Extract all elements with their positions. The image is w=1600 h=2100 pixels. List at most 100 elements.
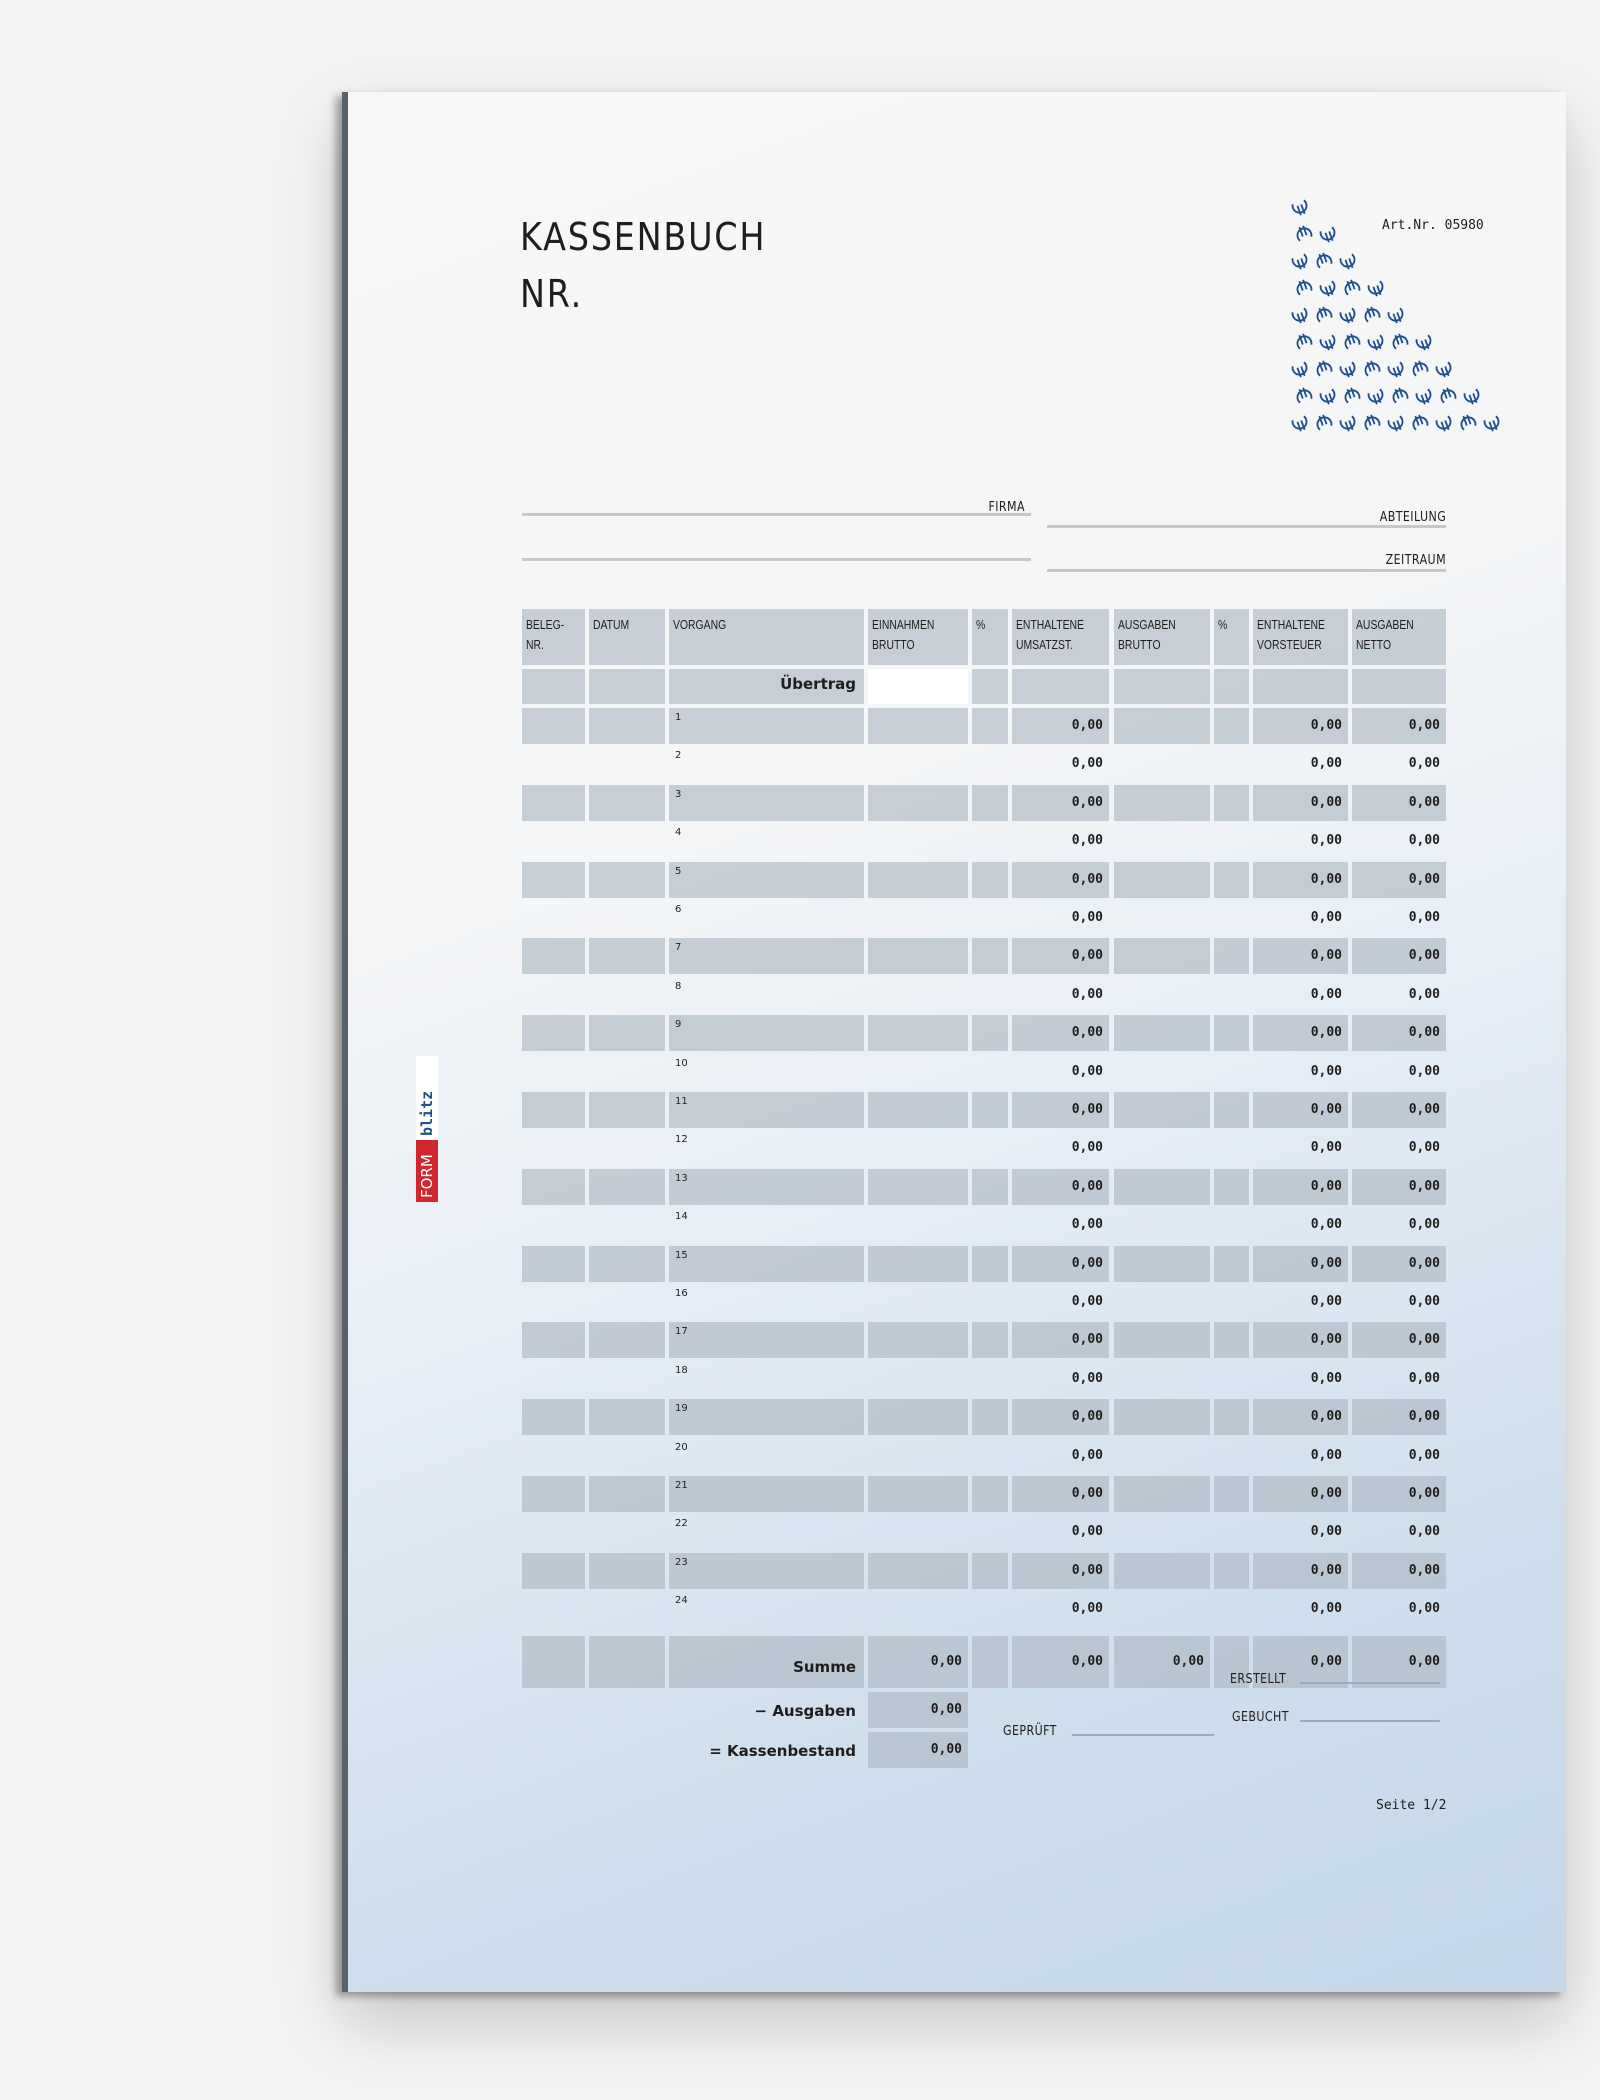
table-cell[interactable] <box>1114 784 1210 821</box>
table-cell[interactable] <box>868 823 968 859</box>
table-cell[interactable] <box>589 861 665 898</box>
table-cell[interactable] <box>972 900 1008 936</box>
table-cell[interactable] <box>972 1552 1008 1589</box>
table-cell[interactable] <box>972 1514 1008 1550</box>
table-cell[interactable] <box>868 1438 968 1474</box>
erstellt-field[interactable] <box>1300 1682 1440 1684</box>
table-cell[interactable] <box>589 1130 665 1166</box>
table-cell[interactable] <box>522 1015 585 1052</box>
table-cell[interactable] <box>589 1361 665 1397</box>
table-cell[interactable] <box>1114 1168 1210 1205</box>
table-cell[interactable] <box>1214 938 1249 975</box>
table-cell[interactable] <box>522 938 585 975</box>
table-cell[interactable] <box>1114 1207 1210 1243</box>
table-cell[interactable] <box>1114 938 1210 975</box>
table-cell[interactable] <box>972 1399 1008 1436</box>
table-cell[interactable] <box>972 1245 1008 1282</box>
table-cell[interactable] <box>868 977 968 1013</box>
table-cell[interactable] <box>1114 1361 1210 1397</box>
table-cell[interactable] <box>589 1438 665 1474</box>
table-cell[interactable] <box>1114 1399 1210 1436</box>
table-cell[interactable] <box>589 1207 665 1243</box>
uebertrag-cell[interactable] <box>1214 669 1249 704</box>
table-cell[interactable] <box>1214 1092 1249 1128</box>
table-cell[interactable] <box>589 938 665 975</box>
summe-cell[interactable] <box>589 1636 665 1688</box>
table-cell[interactable] <box>589 1015 665 1052</box>
uebertrag-cell[interactable] <box>1114 669 1210 704</box>
table-cell[interactable] <box>868 1552 968 1589</box>
summe-cell[interactable] <box>522 1636 585 1688</box>
table-cell[interactable] <box>522 1207 585 1243</box>
table-cell[interactable] <box>1214 784 1249 821</box>
table-cell[interactable] <box>868 1207 968 1243</box>
table-cell[interactable] <box>1114 1514 1210 1550</box>
table-cell[interactable] <box>972 1092 1008 1128</box>
uebertrag-cell[interactable] <box>1012 669 1109 704</box>
table-cell[interactable] <box>972 1438 1008 1474</box>
table-cell[interactable] <box>522 1514 585 1550</box>
table-cell[interactable] <box>522 823 585 859</box>
table-cell[interactable] <box>522 1092 585 1128</box>
table-cell[interactable] <box>522 900 585 936</box>
table-cell[interactable] <box>868 1245 968 1282</box>
table-cell[interactable] <box>972 823 1008 859</box>
table-cell[interactable] <box>1214 1514 1249 1550</box>
table-cell[interactable] <box>1114 1245 1210 1282</box>
table-cell[interactable] <box>1114 746 1210 782</box>
table-cell[interactable] <box>589 784 665 821</box>
table-cell[interactable] <box>972 1361 1008 1397</box>
table-cell[interactable] <box>868 861 968 898</box>
uebertrag-cell[interactable] <box>589 669 665 704</box>
table-cell[interactable] <box>589 977 665 1013</box>
table-cell[interactable] <box>522 1322 585 1359</box>
table-cell[interactable] <box>972 746 1008 782</box>
table-cell[interactable] <box>868 1054 968 1090</box>
table-cell[interactable] <box>868 1476 968 1512</box>
table-cell[interactable] <box>589 823 665 859</box>
table-cell[interactable] <box>522 784 585 821</box>
table-cell[interactable] <box>589 1284 665 1320</box>
firma-field[interactable] <box>522 513 1031 516</box>
table-cell[interactable] <box>1114 1015 1210 1052</box>
table-cell[interactable] <box>1114 1054 1210 1090</box>
table-cell[interactable] <box>522 1591 585 1627</box>
table-cell[interactable] <box>522 708 585 744</box>
table-cell[interactable] <box>1114 1322 1210 1359</box>
table-cell[interactable] <box>1214 977 1249 1013</box>
table-cell[interactable] <box>1114 708 1210 744</box>
table-cell[interactable] <box>522 1245 585 1282</box>
table-cell[interactable] <box>972 1322 1008 1359</box>
table-cell[interactable] <box>1214 1015 1249 1052</box>
table-cell[interactable] <box>589 1054 665 1090</box>
table-cell[interactable] <box>1214 746 1249 782</box>
table-cell[interactable] <box>972 708 1008 744</box>
table-cell[interactable] <box>522 1399 585 1436</box>
table-cell[interactable] <box>868 784 968 821</box>
table-cell[interactable] <box>589 1168 665 1205</box>
table-cell[interactable] <box>972 861 1008 898</box>
table-cell[interactable] <box>1114 900 1210 936</box>
table-cell[interactable] <box>589 1092 665 1128</box>
table-cell[interactable] <box>522 1438 585 1474</box>
table-cell[interactable] <box>589 708 665 744</box>
uebertrag-cell[interactable] <box>1253 669 1348 704</box>
table-cell[interactable] <box>972 938 1008 975</box>
table-cell[interactable] <box>868 1514 968 1550</box>
table-cell[interactable] <box>972 1168 1008 1205</box>
table-cell[interactable] <box>972 1130 1008 1166</box>
table-cell[interactable] <box>522 1130 585 1166</box>
table-cell[interactable] <box>868 1015 968 1052</box>
table-cell[interactable] <box>868 1092 968 1128</box>
table-cell[interactable] <box>868 1168 968 1205</box>
table-cell[interactable] <box>1114 977 1210 1013</box>
table-cell[interactable] <box>1214 1130 1249 1166</box>
table-cell[interactable] <box>1114 1438 1210 1474</box>
table-cell[interactable] <box>522 1168 585 1205</box>
extra-field[interactable] <box>522 558 1031 561</box>
table-cell[interactable] <box>589 746 665 782</box>
table-cell[interactable] <box>868 1130 968 1166</box>
table-cell[interactable] <box>1214 1552 1249 1589</box>
table-cell[interactable] <box>522 977 585 1013</box>
table-cell[interactable] <box>1214 708 1249 744</box>
